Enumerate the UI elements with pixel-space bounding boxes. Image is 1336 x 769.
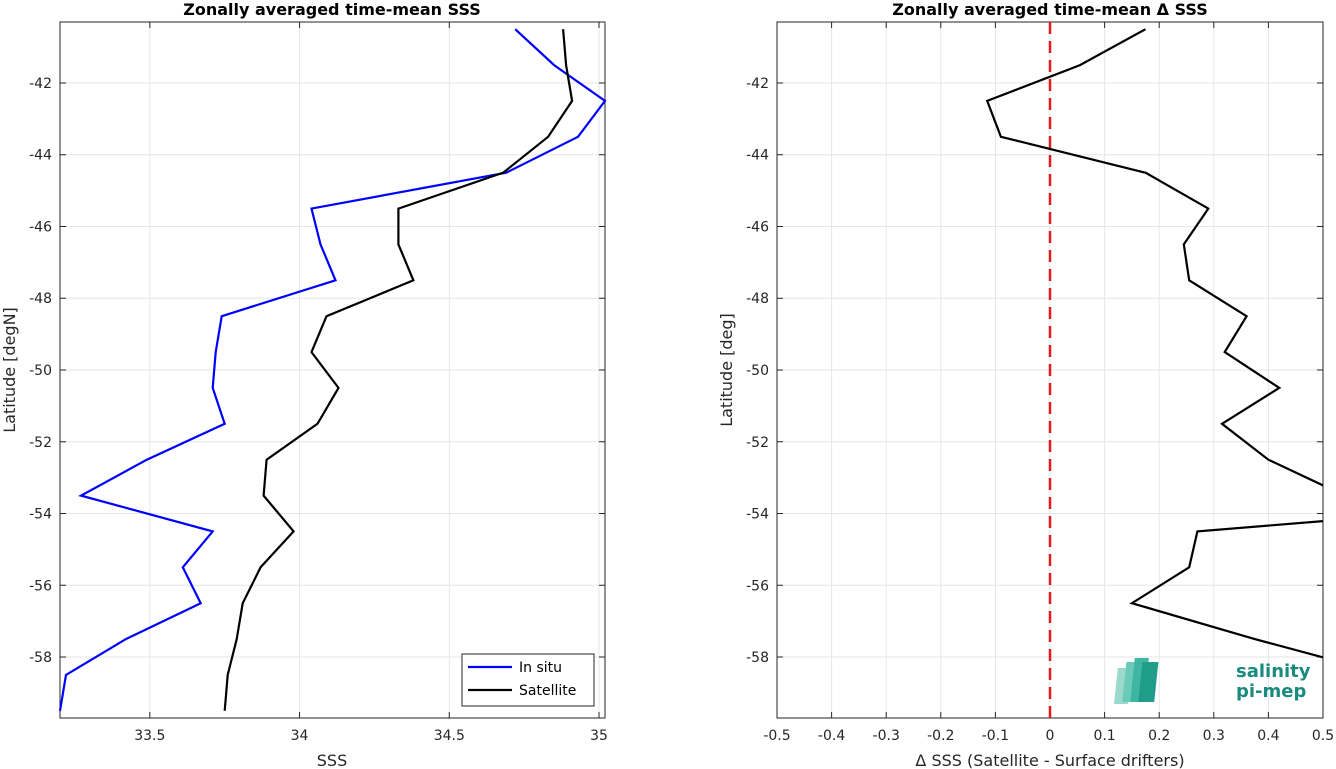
- left-x-tick-label: 34.5: [434, 728, 465, 744]
- right-x-tick-label: 0.3: [1203, 728, 1225, 744]
- logo-wave-icon: [1114, 658, 1159, 704]
- right-y-tick-label: -42: [746, 76, 769, 92]
- legend: In situ Satellite: [461, 653, 595, 707]
- left-y-tick-label: -48: [29, 291, 52, 307]
- sss-panel: Zonally averaged time-mean SSS 33.5 34 34.…: [0, 0, 608, 769]
- salinity-pi-mep-logo: salinity pi-mep: [1114, 658, 1311, 704]
- right-y-tick-label: -54: [746, 507, 769, 523]
- left-series-line-in-situ: [58, 28, 607, 711]
- right-y-tick-label: -44: [746, 148, 769, 164]
- right-x-tick-label: 0.2: [1148, 728, 1170, 744]
- left-y-tick-label: -56: [29, 578, 52, 594]
- left-y-axis-label: Latitude [degN]: [0, 307, 19, 433]
- left-y-tick-label: -58: [29, 650, 52, 666]
- right-x-tick-label: -0.2: [927, 728, 954, 744]
- right-series-line-series-0: [985, 28, 1323, 659]
- right-x-axis-label: Δ SSS (Satellite - Surface drifters): [915, 751, 1184, 769]
- left-chart-title: Zonally averaged time-mean SSS: [183, 0, 481, 19]
- right-y-tick-label: -56: [746, 578, 769, 594]
- right-x-tick-label: -0.5: [763, 728, 790, 744]
- logo-text-line1: salinity: [1236, 661, 1311, 682]
- right-x-tick-label: 0.5: [1312, 728, 1334, 744]
- right-x-tick-label: 0: [1046, 728, 1055, 744]
- right-x-tick-label: 0.1: [1093, 728, 1115, 744]
- left-x-tick-label: 33.5: [134, 728, 165, 744]
- delta-sss-panel: Zonally averaged time-mean Δ SSS -0.5 -0.…: [717, 0, 1334, 769]
- right-x-tick-label: 0.4: [1257, 728, 1279, 744]
- left-x-axis-label: SSS: [317, 751, 347, 769]
- legend-label-satellite: Satellite: [519, 683, 576, 699]
- right-series: [985, 28, 1323, 659]
- left-x-tick-label: 35: [590, 728, 608, 744]
- left-series: [58, 28, 607, 711]
- right-ticks: -0.5 -0.4 -0.3 -0.2 -0.1 0 0.1 0.2 0.3 0.4 0.5 -42 -…: [746, 22, 1334, 744]
- right-x-tick-label: -0.1: [982, 728, 1009, 744]
- left-y-tick-label: -42: [29, 76, 52, 92]
- left-x-tick-label: 34: [291, 728, 309, 744]
- right-y-tick-label: -58: [746, 650, 769, 666]
- right-chart-title: Zonally averaged time-mean Δ SSS: [892, 0, 1208, 19]
- right-x-tick-label: -0.4: [818, 728, 845, 744]
- right-y-tick-label: -50: [746, 363, 769, 379]
- right-y-axis-label: Latitude [deg]: [717, 313, 736, 427]
- left-y-tick-label: -50: [29, 363, 52, 379]
- right-y-tick-label: -48: [746, 291, 769, 307]
- right-y-tick-label: -46: [746, 219, 769, 235]
- right-x-tick-label: -0.3: [873, 728, 900, 744]
- left-ticks: 33.5 34 34.5 35 -42 -44 -46 -48 -50 -52 -54 -56 -58: [29, 22, 608, 744]
- left-y-tick-label: -54: [29, 507, 52, 523]
- left-series-line-satellite: [223, 29, 574, 711]
- logo-text-line2: pi-mep: [1236, 681, 1306, 702]
- left-y-tick-label: -46: [29, 219, 52, 235]
- legend-label-insitu: In situ: [519, 660, 562, 676]
- legend-box: [461, 653, 595, 707]
- right-y-tick-label: -52: [746, 435, 769, 451]
- left-y-tick-label: -52: [29, 435, 52, 451]
- left-y-tick-label: -44: [29, 148, 52, 164]
